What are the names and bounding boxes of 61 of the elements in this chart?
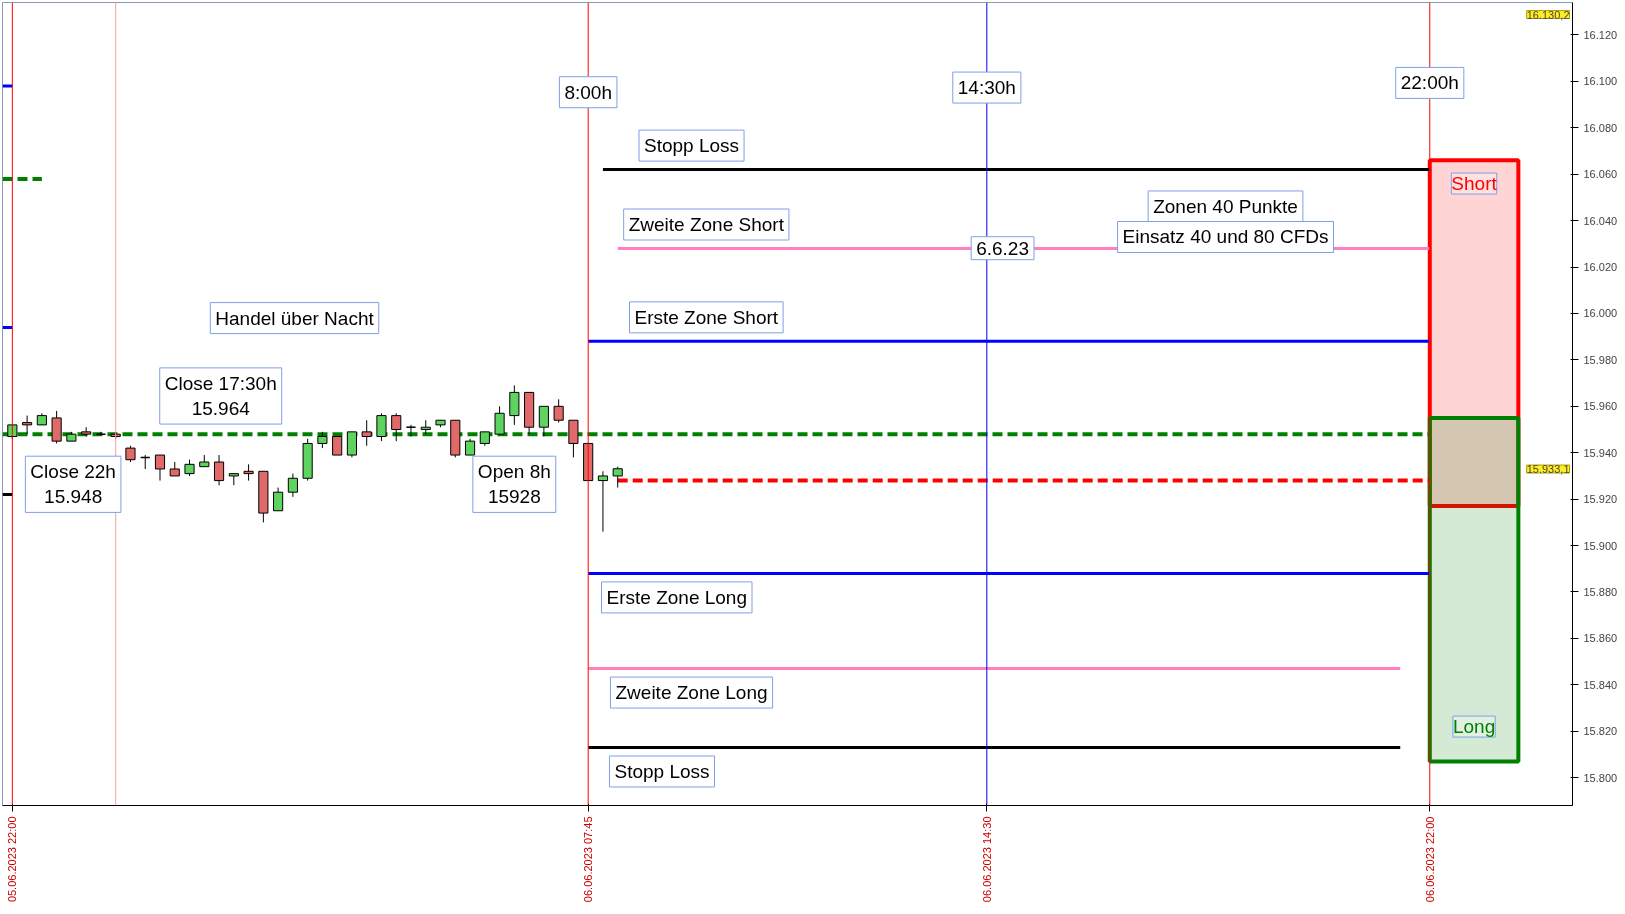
candlestick <box>346 431 358 458</box>
candlestick <box>597 470 609 533</box>
candlestick <box>509 384 520 426</box>
y-tick-label: 16.040 <box>1583 214 1618 227</box>
candlestick <box>273 487 284 512</box>
annotation: Erste Zone Short <box>634 306 779 328</box>
y-tick-label: 16.080 <box>1583 121 1618 134</box>
annotation: Zweite Zone Short <box>628 214 785 236</box>
y-tick-label: 16.060 <box>1583 168 1618 181</box>
candlestick <box>494 405 505 435</box>
candlestick <box>332 435 343 456</box>
candlestick <box>154 454 166 482</box>
annotation: Einsatz 40 und 80 CFDs <box>1122 226 1329 248</box>
x-tick-label: 06.06.2023 22:00 <box>1423 816 1436 903</box>
annotation: Close 22h 15.948 <box>30 461 116 508</box>
y-tick-label: 15.900 <box>1583 539 1618 552</box>
y-tick-label: 16.000 <box>1583 307 1618 320</box>
annotation: Stopp Loss <box>644 135 740 157</box>
candlestick <box>538 405 549 437</box>
y-tick-label: 16.100 <box>1583 75 1618 88</box>
y-tick-label: 16.020 <box>1583 261 1618 274</box>
candlestick <box>51 410 62 444</box>
candlestick <box>213 454 225 486</box>
annotation: Erste Zone Long <box>606 586 748 608</box>
y-tick-label: 15.920 <box>1583 493 1618 506</box>
annotation: Zweite Zone Long <box>615 682 768 704</box>
candlestick <box>405 424 417 437</box>
candlestick <box>553 398 564 424</box>
band-label: Long <box>1452 716 1496 738</box>
annotation: 14:30h <box>957 77 1016 99</box>
candlestick <box>612 466 623 489</box>
annotation: Close 17:30h 15.964 <box>164 372 277 420</box>
y-tick-label: 15.960 <box>1583 400 1618 413</box>
annotation: 16.130,2 <box>1526 8 1570 21</box>
candlestick <box>391 412 402 442</box>
candlestick <box>361 419 372 447</box>
annotation: Open 8h 15928 <box>477 461 551 508</box>
y-tick-label: 15.820 <box>1583 725 1618 738</box>
annotation: Stopp Loss <box>614 760 710 782</box>
y-tick-label: 15.880 <box>1583 585 1618 598</box>
y-tick-label: 15.800 <box>1583 771 1618 784</box>
annotation: Zonen 40 Punkte <box>1153 195 1298 217</box>
annotation: 6.6.23 <box>976 237 1030 259</box>
candlestick <box>376 412 387 442</box>
x-tick-label: 06.06.2023 14:30 <box>980 816 993 903</box>
y-tick-label: 15.860 <box>1583 632 1618 645</box>
y-tick-label: 15.940 <box>1583 446 1618 459</box>
candlestick <box>287 473 298 498</box>
band-label: Short <box>1451 173 1498 195</box>
annotation: Handel über Nacht <box>215 307 375 329</box>
candlestick <box>22 415 33 435</box>
annotation: 15.933,1 <box>1526 463 1570 476</box>
candlestick <box>568 419 579 458</box>
candlestick <box>95 431 107 435</box>
x-tick-label: 05.06.2023 22:00 <box>6 816 19 903</box>
annotation: 8:00h <box>564 81 612 103</box>
x-tick-label: 06.06.2023 07:45 <box>582 816 595 903</box>
y-tick-label: 15.840 <box>1583 678 1618 691</box>
y-tick-label: 16.120 <box>1583 28 1618 41</box>
annotation: 22:00h <box>1400 72 1459 94</box>
y-tick-label: 15.980 <box>1583 353 1618 366</box>
